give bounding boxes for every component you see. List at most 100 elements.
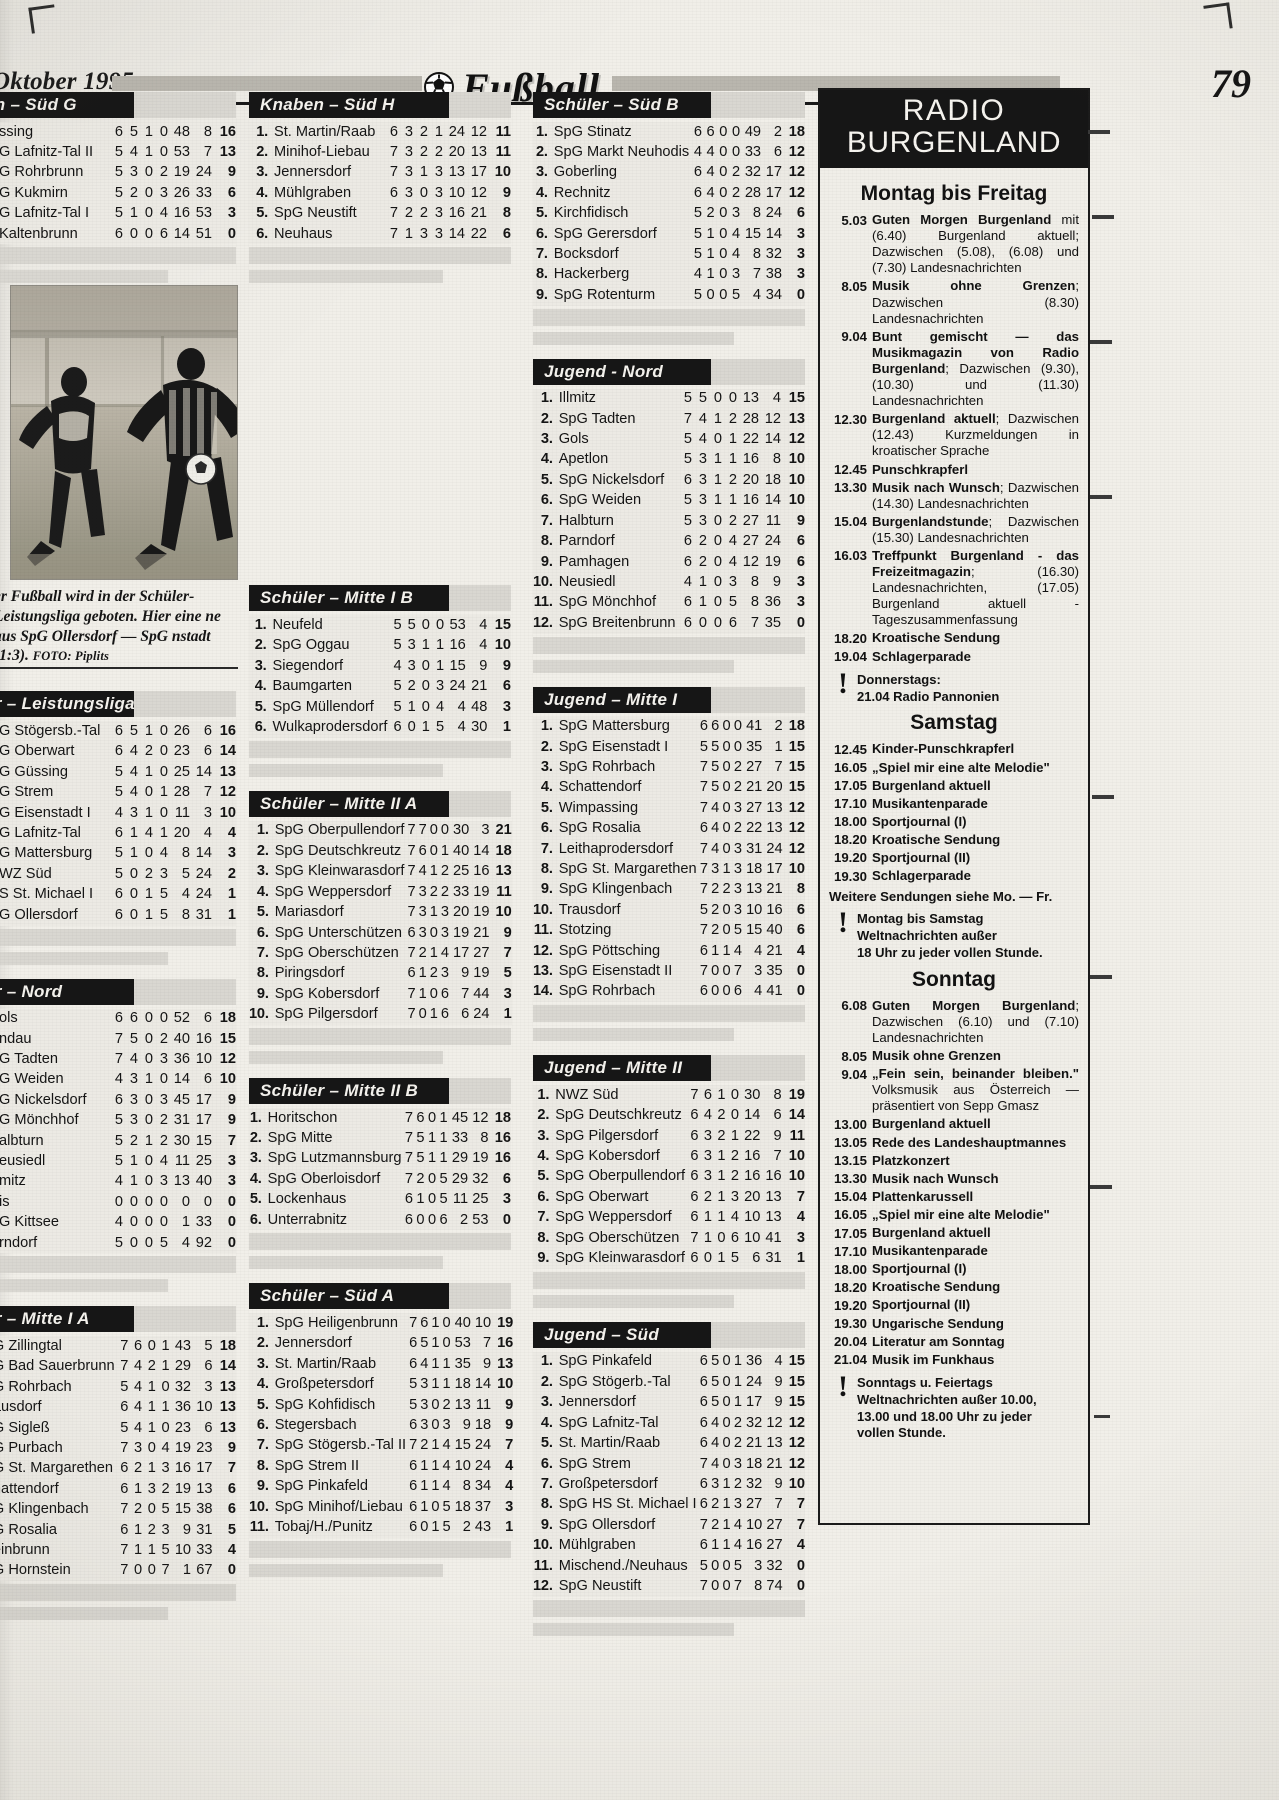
program-description: Sportjournal (II): [872, 850, 1079, 866]
team-name-cell: SpG Unterschützen: [274, 924, 403, 941]
lost-cell: 3: [730, 1188, 740, 1205]
lost-cell: 1: [159, 784, 168, 801]
lost-cell: 2: [733, 1414, 742, 1431]
goals-against-cell: 34: [474, 1478, 492, 1495]
drawn-cell: 0: [719, 144, 728, 160]
goals-for-cell: 10: [746, 901, 763, 918]
team-name-cell: SpG Müllendorf: [272, 698, 374, 715]
won-cell: 5: [129, 723, 138, 740]
program-time: 18.00: [833, 1261, 867, 1277]
points-cell: 0: [227, 1193, 236, 1210]
team-name-cell: Stegersbach: [274, 1417, 357, 1433]
lost-cell: 0: [159, 1010, 168, 1027]
rank-cell: 12.: [533, 1577, 553, 1594]
won-cell: 5: [711, 1394, 720, 1411]
points-cell: 6: [502, 225, 511, 242]
team-name-cell: SpG Pilgersdorf: [274, 1006, 378, 1023]
masthead-rule-left: [112, 76, 422, 91]
rank-cell: 13.: [533, 963, 553, 979]
program-description: „Spiel mir eine alte Melodie": [872, 1207, 1079, 1223]
table-row: G Rohrbrunn 5 3 0 2 19 24 9: [0, 163, 236, 183]
played-cell: 7: [407, 944, 416, 961]
drawn-cell: 0: [144, 1152, 153, 1169]
program-description: Bunt gemischt — das Musikmagazin von Rad…: [872, 329, 1079, 409]
goals-against-cell: 9: [774, 1394, 783, 1411]
points-cell: 13: [219, 1399, 236, 1416]
goals-for-cell: 32: [746, 1414, 763, 1431]
won-cell: 1: [407, 698, 416, 715]
rank-cell: 2.: [540, 738, 553, 755]
won-cell: 3: [404, 144, 413, 160]
points-cell: 19: [497, 1314, 514, 1331]
points-cell: 16: [494, 1129, 511, 1146]
points-cell: 12: [788, 164, 805, 181]
table-row: 6. SpG Oberwart 6 2 1 3 20 13 7: [533, 1187, 805, 1207]
table-row: 3. Jennersdorf 7 3 1 3 13 17 10: [249, 163, 511, 183]
goals-against-cell: 13: [470, 144, 487, 160]
radio-program-row: 8.05 Musik ohne Grenzen: [829, 1048, 1079, 1064]
radio-program-row: 16.05 „Spiel mir eine alte Melodie": [829, 1207, 1079, 1223]
table-spacer-bar: [533, 1294, 735, 1308]
table-row: G Tadten 7 4 0 3 36 10 12: [0, 1049, 236, 1069]
points-cell: 0: [796, 1557, 805, 1574]
goals-for-cell: 16: [742, 492, 759, 509]
table-row: 4. SpG Weppersdorf 7 3 2 2 33 19 11: [249, 882, 512, 902]
drawn-cell: 0: [429, 842, 438, 859]
played-cell: 6: [114, 743, 123, 760]
team-name-cell: SpG Pinkafeld: [274, 1478, 368, 1495]
won-cell: 2: [711, 922, 720, 939]
lost-cell: 0: [161, 1378, 170, 1395]
standings-table: 1. St. Martin/Raab 6 3 2 1 24 12 11 2. Minihof-Lie…: [249, 122, 511, 245]
goals-against-cell: 31: [196, 1521, 213, 1538]
points-cell: 3: [796, 1229, 805, 1246]
program-title: Burgenland aktuell: [872, 777, 991, 793]
goals-against-cell: 32: [765, 246, 782, 263]
team-name-cell: Wimpassing: [558, 799, 639, 816]
table-row: 7. SpG Weppersdorf 6 1 1 4 10 13 4: [533, 1208, 805, 1228]
won-cell: 7: [418, 822, 427, 839]
rank-cell: 4.: [540, 779, 553, 796]
radio-program-row: 18.00 Sportjournal (I): [829, 814, 1079, 830]
played-cell: 5: [683, 512, 692, 529]
goals-against-cell: 6: [204, 1358, 213, 1375]
drawn-cell: 1: [713, 451, 722, 468]
team-name-cell: Minihof-Liebau: [274, 144, 370, 160]
lost-cell: 5: [161, 1542, 170, 1559]
points-cell: 0: [796, 963, 805, 979]
standings-table: G Stögersb.-Tal 6 5 1 0 26 6 16 G Oberwart 6 4 2 0 23…: [0, 721, 236, 926]
lost-cell: 6: [728, 614, 737, 631]
won-cell: 3: [418, 883, 427, 900]
table-row: 12. SpG Neustift 7 0 0 7 8 74 0: [533, 1576, 805, 1596]
points-cell: 15: [494, 617, 511, 634]
lost-cell: 0: [730, 1107, 740, 1124]
goals-against-cell: 6: [773, 144, 782, 160]
radio-title-line2: BURGENLAND: [846, 125, 1062, 159]
won-cell: 2: [418, 944, 427, 961]
drawn-cell: 1: [429, 863, 438, 880]
drawn-cell: 0: [144, 1173, 153, 1190]
table-row: 2. Minihof-Liebau 7 3 2 2 20 13 11: [249, 142, 511, 162]
goals-for-cell: 26: [173, 723, 190, 740]
won-cell: 0: [711, 983, 720, 1000]
table-footer-bar: [533, 1271, 805, 1289]
played-cell: 7: [114, 1050, 123, 1067]
won-cell: 3: [711, 860, 720, 877]
lost-cell: 6: [440, 985, 449, 1002]
rank-cell: 5.: [256, 1396, 269, 1413]
lost-cell: 3: [733, 1496, 742, 1513]
rank-cell: 6.: [540, 820, 553, 837]
points-cell: 16: [219, 123, 236, 140]
won-cell: 3: [420, 1376, 429, 1393]
goals-for-cell: 14: [448, 225, 465, 242]
points-cell: 3: [796, 246, 805, 263]
program-title: Platzkonzert: [872, 1152, 950, 1168]
goals-against-cell: 1: [774, 738, 783, 755]
drawn-cell: 0: [421, 698, 430, 715]
lost-cell: 2: [733, 758, 742, 775]
drawn-cell: 1: [722, 860, 731, 877]
goals-against-cell: 24: [195, 164, 212, 181]
program-description: Treffpunkt Burgenland - das Freizeitmaga…: [872, 548, 1079, 628]
